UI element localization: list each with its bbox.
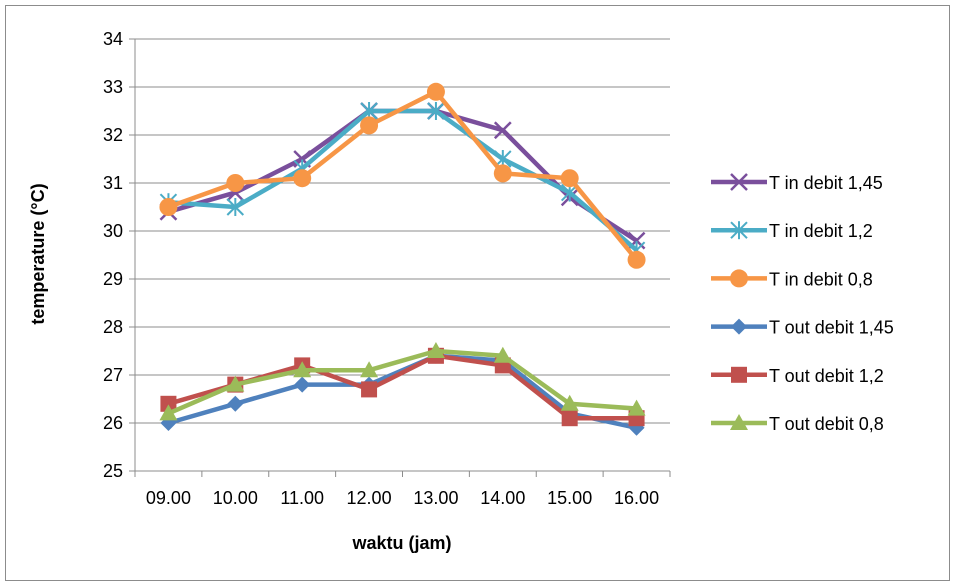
series-line <box>167 89 639 262</box>
data-point <box>159 198 178 216</box>
data-point <box>226 198 245 216</box>
data-point <box>360 116 379 135</box>
x-tick-label: 16.00 <box>614 488 659 508</box>
data-point <box>426 82 445 101</box>
data-point <box>227 395 244 412</box>
data-point <box>426 342 445 358</box>
legend-label: T out debit 1,2 <box>769 366 884 386</box>
legend-label: T out debit 0,8 <box>769 414 884 434</box>
legend-marker <box>730 414 748 430</box>
legend-marker <box>730 221 748 240</box>
y-tick-label: 29 <box>103 269 123 289</box>
legend-item: T out debit 1,45 <box>711 318 894 338</box>
x-tick-label: 15.00 <box>547 488 592 508</box>
data-point <box>627 250 646 269</box>
y-tick-label: 27 <box>103 365 123 385</box>
series-line <box>167 348 637 416</box>
x-axis-title: waktu (jam) <box>351 533 451 553</box>
data-point <box>561 410 578 427</box>
y-tick-label: 28 <box>103 317 123 337</box>
data-point <box>427 102 445 120</box>
data-point <box>159 404 178 421</box>
data-point <box>360 361 379 378</box>
legend-item: T in debit 0,8 <box>711 269 873 289</box>
y-tick-label: 33 <box>103 77 123 97</box>
legend-marker <box>731 318 747 335</box>
data-point <box>560 169 579 188</box>
y-tick-label: 30 <box>103 221 123 241</box>
x-tick-label: 14.00 <box>480 488 525 508</box>
x-tick-label: 12.00 <box>347 488 392 508</box>
legend-marker <box>730 269 748 288</box>
x-tick-label: 13.00 <box>413 488 458 508</box>
legend-item: T out debit 0,8 <box>711 414 884 434</box>
axes: 25 26 27 28 29 30 31 32 33 34 09.00 10.00 11.00 12.00… <box>103 29 671 508</box>
series-3 <box>159 82 646 269</box>
data-point <box>226 375 245 392</box>
data-point <box>493 346 512 363</box>
x-tick-label: 09.00 <box>146 488 191 508</box>
legend: T in debit 1,45 T in debit 1,2 T in debit … <box>711 173 894 434</box>
data-point <box>493 164 512 183</box>
x-tick-label: 11.00 <box>280 488 324 508</box>
data-point <box>293 169 312 188</box>
data-point <box>560 394 579 411</box>
data-point <box>361 381 378 398</box>
legend-label: T in debit 1,2 <box>769 221 873 241</box>
legend-item: T in debit 1,2 <box>711 221 873 241</box>
legend-marker <box>730 173 748 191</box>
series-lines <box>159 82 646 436</box>
series-6 <box>159 342 646 421</box>
legend-item: T in debit 1,45 <box>711 173 883 193</box>
data-point <box>226 174 245 192</box>
data-point <box>493 121 512 140</box>
y-tick-label: 25 <box>103 461 123 481</box>
legend-label: T out debit 1,45 <box>769 318 894 338</box>
y-tick-label: 34 <box>103 29 123 49</box>
y-axis-title: temperature (°C) <box>28 183 48 324</box>
x-tick-label: 10.00 <box>213 488 258 508</box>
y-tick-label: 31 <box>103 173 123 193</box>
y-tick-label: 26 <box>103 413 123 433</box>
legend-item: T out debit 1,2 <box>711 366 884 386</box>
chart-frame <box>5 5 950 581</box>
legend-label: T in debit 1,45 <box>769 173 883 193</box>
legend-label: T in debit 0,8 <box>769 269 873 289</box>
data-point <box>293 361 312 378</box>
data-point <box>160 395 177 412</box>
data-point <box>627 399 646 416</box>
data-point <box>294 376 311 393</box>
y-tick-label: 32 <box>103 125 123 145</box>
legend-marker <box>731 366 747 383</box>
